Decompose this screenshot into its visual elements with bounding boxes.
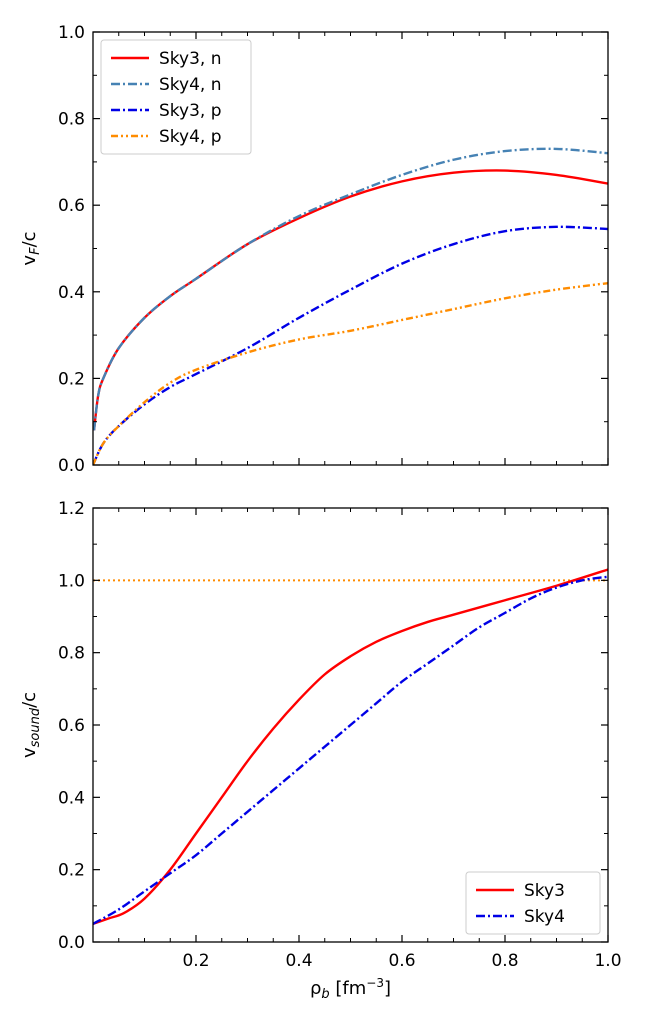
y-tick-label: 0.6 bbox=[58, 196, 85, 216]
legend-label: Sky3 bbox=[524, 881, 565, 901]
y-tick-label: 0.0 bbox=[58, 933, 85, 953]
legend-label: Sky3, p bbox=[159, 101, 222, 121]
y-tick-label: 0.4 bbox=[58, 283, 85, 303]
series-line-1 bbox=[93, 169, 608, 431]
x-tick-label: 1.0 bbox=[594, 951, 621, 971]
series-line-2 bbox=[93, 575, 608, 925]
panel-2: 0.0 0.2 0.4 0.6 0.8 1.0 1.2 0.2 0.4 0.6 0.8 1.0 vsou… bbox=[19, 499, 622, 1002]
y-axis-label: vF/c bbox=[19, 231, 43, 265]
y-tick-label: 0.8 bbox=[58, 644, 85, 664]
series-line-2 bbox=[93, 147, 608, 431]
y-tick-label: 0.2 bbox=[58, 369, 85, 389]
y-tick-label: 1.0 bbox=[58, 23, 85, 43]
x-tick-label: 0.6 bbox=[388, 951, 415, 971]
legend-label: Sky4, p bbox=[159, 127, 222, 147]
legend-box bbox=[100, 39, 252, 155]
y-tick-label: 0.8 bbox=[58, 110, 85, 130]
y-tick-label: 0.6 bbox=[58, 716, 85, 736]
legend: Sky3 Sky4 bbox=[465, 871, 601, 935]
series-line-1 bbox=[93, 568, 608, 926]
x-axis-label: ρb [fm−3] bbox=[310, 976, 391, 1002]
x-tick-label: 0.8 bbox=[491, 951, 518, 971]
series-line-3 bbox=[93, 225, 608, 465]
y-tick-label: 1.2 bbox=[58, 499, 85, 519]
legend-label: Sky4 bbox=[524, 907, 565, 927]
y-tick-label: 1.0 bbox=[58, 571, 85, 591]
legend-label: Sky4, n bbox=[159, 75, 222, 95]
y-tick-label: 0.4 bbox=[58, 788, 85, 808]
x-tick-label: 0.2 bbox=[182, 951, 209, 971]
legend: Sky3, n Sky4, n Sky3, p Sky4, p bbox=[100, 39, 252, 155]
legend-label: Sky3, n bbox=[159, 49, 222, 69]
x-tick-label: 0.4 bbox=[285, 951, 312, 971]
y-axis-label: vsound/c bbox=[19, 692, 43, 758]
y-tick-label: 0.2 bbox=[58, 861, 85, 881]
series-line-4 bbox=[93, 281, 608, 465]
legend-box bbox=[465, 871, 601, 935]
y-tick-label: 0.0 bbox=[58, 456, 85, 476]
